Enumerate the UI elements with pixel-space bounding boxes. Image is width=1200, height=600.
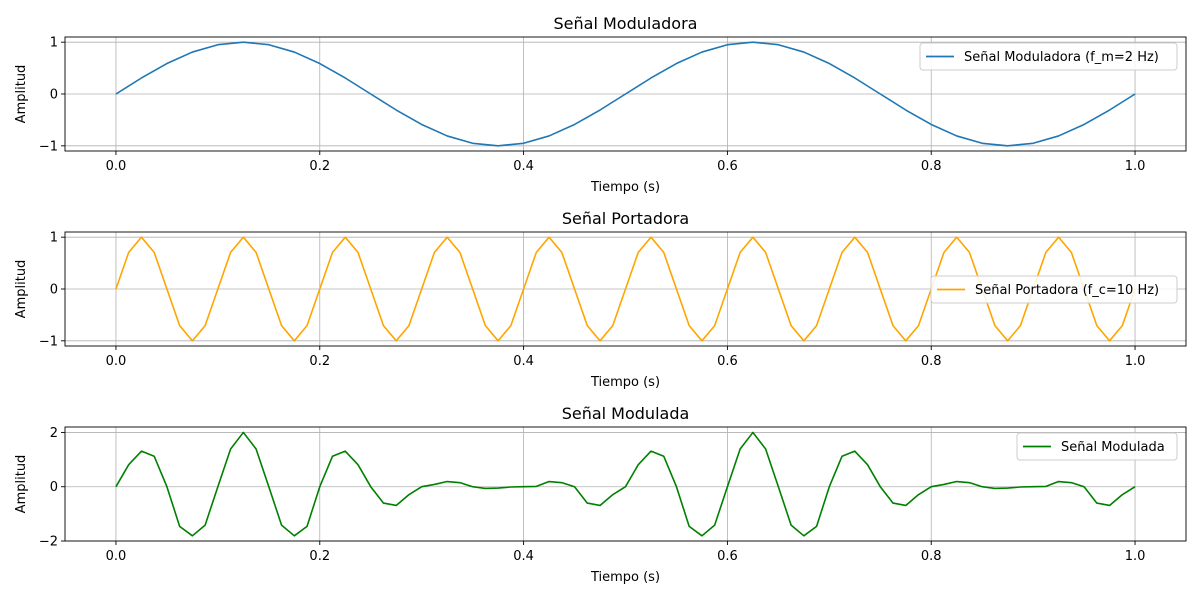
x-axis-label: Tiempo (s) [590,375,660,390]
x-tick-label: 0.2 [309,159,330,174]
y-tick-label: 1 [50,231,58,246]
x-tick-label: 1.0 [1125,159,1146,174]
y-axis-label: Amplitud [14,455,29,514]
legend-box [1016,432,1178,461]
legend: Señal Portadora (f_c=10 Hz) [930,275,1178,304]
x-tick-label: 0.8 [921,354,942,369]
x-tick-label: 0.4 [513,354,534,369]
x-tick-label: 0.0 [106,354,127,369]
chart-title: Señal Modulada [562,404,690,423]
series-line [115,236,1136,342]
x-tick-label: 0.6 [717,549,738,564]
y-tick-label: 2 [50,426,58,441]
x-tick-label: 1.0 [1125,549,1146,564]
legend-label: Señal Modulada [1061,440,1165,455]
x-tick-label: 0.4 [513,549,534,564]
subplot-3: 0.0 0.2 0.4 0.6 0.8 1.0 −2 0 2 Señal Modulada Tiem… [14,404,1187,585]
axes-frame [64,426,1187,542]
legend: Señal Moduladora (f_m=2 Hz) [919,42,1178,71]
y-tick-label: 1 [50,36,58,51]
legend-box [919,42,1178,71]
x-tick-label: 0.0 [106,159,127,174]
x-tick-label: 0.4 [513,159,534,174]
legend-box [930,275,1178,304]
x-tick-label: 0.0 [106,549,127,564]
y-tick-label: 0 [50,480,58,495]
y-tick-label: 0 [50,88,58,103]
x-tick-label: 0.8 [921,159,942,174]
series-line [115,41,1136,147]
series-line [115,431,1136,537]
legend-label: Señal Portadora (f_c=10 Hz) [975,283,1159,298]
subplot-1: 0.0 0.2 0.4 0.6 0.8 1.0 −1 0 1 Señal Moduladora Ti… [14,14,1187,195]
chart-title: Señal Moduladora [554,14,698,33]
legend-label: Señal Moduladora (f_m=2 Hz) [964,50,1159,65]
x-tick-label: 0.6 [717,159,738,174]
subplot-2: 0.0 0.2 0.4 0.6 0.8 1.0 −1 0 1 Señal Portadora Tie… [14,209,1187,390]
x-tick-label: 0.8 [921,549,942,564]
x-tick-label: 1.0 [1125,354,1146,369]
y-tick-label: 0 [50,283,58,298]
y-axis-label: Amplitud [14,65,29,124]
y-axis-label: Amplitud [14,260,29,319]
y-tick-label: −2 [39,535,58,550]
legend: Señal Modulada [1016,432,1178,461]
x-tick-label: 0.2 [309,549,330,564]
chart-title: Señal Portadora [562,209,689,228]
x-axis-label: Tiempo (s) [590,570,660,585]
x-axis-label: Tiempo (s) [590,180,660,195]
x-tick-label: 0.2 [309,354,330,369]
y-tick-label: −1 [39,139,58,154]
y-tick-label: −1 [39,334,58,349]
x-tick-label: 0.6 [717,354,738,369]
